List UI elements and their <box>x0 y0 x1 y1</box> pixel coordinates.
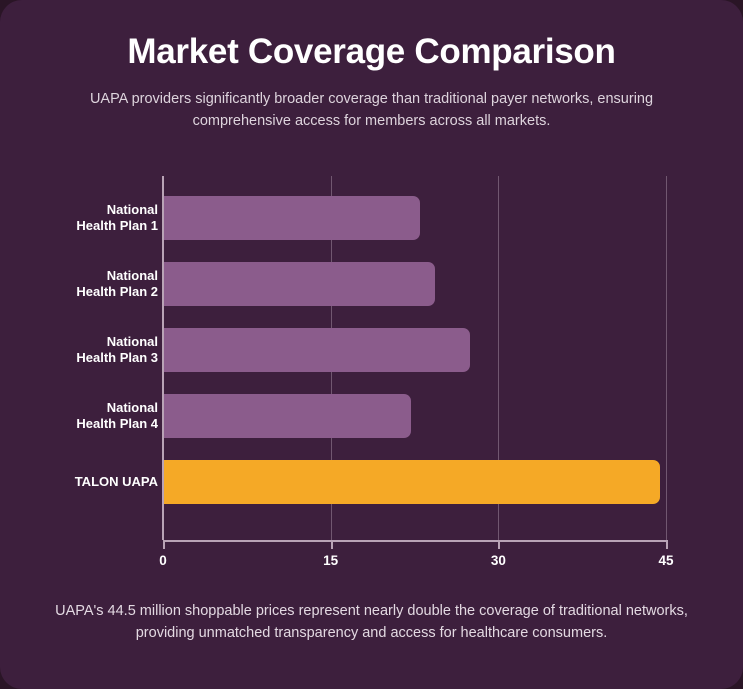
x-tick <box>666 540 668 549</box>
gridline <box>498 176 500 540</box>
category-label: National Health Plan 4 <box>76 399 158 431</box>
x-axis: 0 15 30 45 <box>0 540 743 580</box>
page-title: Market Coverage Comparison <box>127 32 616 71</box>
x-tick-label: 0 <box>159 553 167 568</box>
bar-row: National Health Plan 3 <box>0 328 743 372</box>
bar-rows: National Health Plan 1 National Health Pl… <box>0 176 743 540</box>
category-label: National Health Plan 3 <box>76 333 158 365</box>
x-tick-label: 15 <box>323 553 339 568</box>
bar-row: TALON UAPA <box>0 460 743 504</box>
chart-subtitle: UAPA providers significantly broader cov… <box>89 91 654 129</box>
bar[interactable] <box>164 262 435 306</box>
category-label: National Health Plan 1 <box>76 201 158 233</box>
gridline <box>666 176 667 540</box>
x-tick <box>163 540 165 549</box>
plot-area: National Health Plan 1 National Health Pl… <box>0 176 743 540</box>
y-axis-line <box>162 176 164 540</box>
bar-row: National Health Plan 4 <box>0 394 743 438</box>
x-tick-label: 30 <box>490 553 506 568</box>
x-tick <box>330 540 333 549</box>
bar[interactable] <box>164 196 421 240</box>
bar[interactable] <box>164 460 661 504</box>
footer-note: UAPA's 44.5 million shoppable prices rep… <box>55 603 688 642</box>
x-tick <box>498 540 501 549</box>
x-tick-label: 45 <box>658 553 674 568</box>
bar[interactable] <box>164 394 412 438</box>
bar-row: National Health Plan 1 <box>0 196 743 240</box>
bar[interactable] <box>164 328 471 372</box>
category-label: TALON UAPA <box>74 473 158 489</box>
category-label: National Health Plan 2 <box>76 267 158 299</box>
chart-header: Market Coverage Comparison UAPA provider… <box>0 32 743 133</box>
x-axis-line <box>163 540 666 542</box>
bar-row: National Health Plan 2 <box>0 262 743 306</box>
